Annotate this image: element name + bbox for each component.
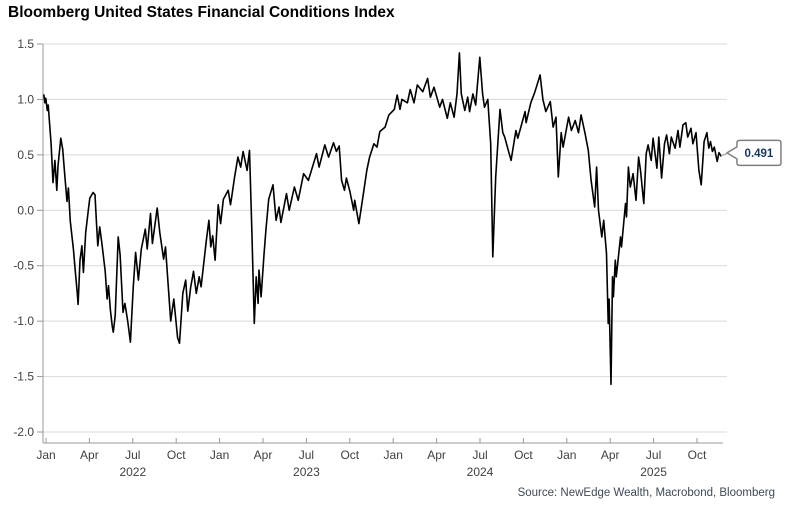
x-axis-label: Apr [254, 448, 273, 462]
series-line [43, 52, 722, 386]
x-axis-label: Oct [514, 448, 533, 462]
last-value-label: 0.491 [745, 148, 774, 160]
x-axis-label: Jan [36, 448, 55, 462]
x-axis-label: Oct [688, 448, 707, 462]
y-axis-label: 0.0 [17, 203, 34, 217]
x-axis-label: Jul [299, 448, 314, 462]
x-axis-label: Oct [340, 448, 359, 462]
x-axis-year-label: 2023 [293, 465, 320, 479]
y-axis-label: 1.0 [17, 92, 34, 106]
x-axis-label: Apr [601, 448, 620, 462]
y-axis-label: -0.5 [13, 259, 34, 273]
x-axis-year-label: 2022 [119, 465, 146, 479]
x-axis-year-label: 2024 [467, 465, 494, 479]
x-axis-label: Jan [557, 448, 576, 462]
x-axis-label: Jul [646, 448, 661, 462]
y-axis-label: 1.5 [17, 37, 34, 51]
source-credit: Source: NewEdge Wealth, Macrobond, Bloom… [517, 487, 775, 499]
x-axis-label: Apr [427, 448, 446, 462]
x-axis-label: Jan [384, 448, 403, 462]
y-axis-label: -2.0 [13, 425, 34, 439]
y-axis-label: -1.5 [13, 370, 34, 384]
x-axis-label: Apr [80, 448, 99, 462]
y-axis-label: 0.5 [17, 148, 34, 162]
x-axis-year-label: 2025 [640, 465, 667, 479]
last-value-callout [726, 139, 782, 167]
x-axis-label: Jul [472, 448, 487, 462]
x-axis-label: Oct [167, 448, 186, 462]
page-title: Bloomberg United States Financial Condit… [8, 4, 395, 21]
y-axis-label: -1.0 [13, 314, 34, 328]
x-axis-label: Jul [125, 448, 140, 462]
callout-leader-line [720, 152, 728, 157]
x-axis-label: Jan [210, 448, 229, 462]
